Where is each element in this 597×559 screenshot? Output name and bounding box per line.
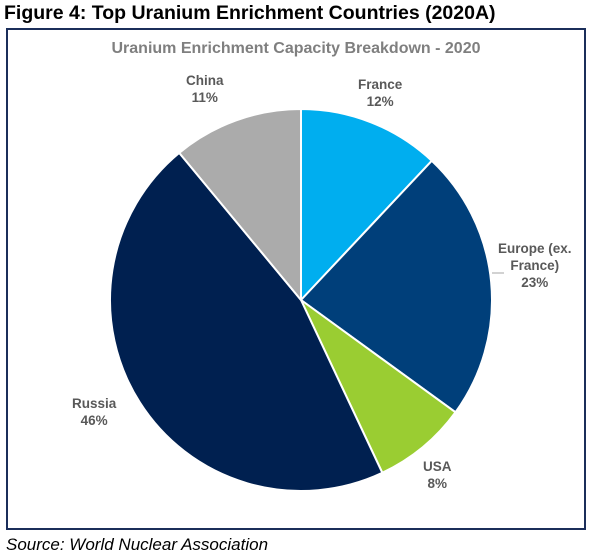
slice-label-usa: USA 8% — [423, 459, 452, 491]
pie-slice-russia — [109, 151, 384, 492]
slice-label-china: China 11% — [186, 73, 224, 105]
source-note: Source: World Nuclear Association — [6, 535, 269, 554]
slice-label-france: France 12% — [358, 77, 403, 109]
pie-chart — [109, 107, 504, 492]
chart-frame: Uranium Enrichment Capacity Breakdown - … — [6, 28, 586, 530]
pie-slice-europe-ex-france — [299, 159, 493, 414]
pie-slice-china — [177, 107, 302, 303]
pie-slice-france — [300, 107, 434, 303]
pie-slice-usa — [300, 299, 457, 475]
chart-title: Uranium Enrichment Capacity Breakdown - … — [111, 40, 481, 57]
figure-title: Figure 4: Top Uranium Enrichment Countri… — [4, 2, 496, 24]
slice-label-europe: Europe (ex. France) 23% — [498, 241, 572, 290]
slice-label-russia: Russia 46% — [72, 396, 117, 428]
